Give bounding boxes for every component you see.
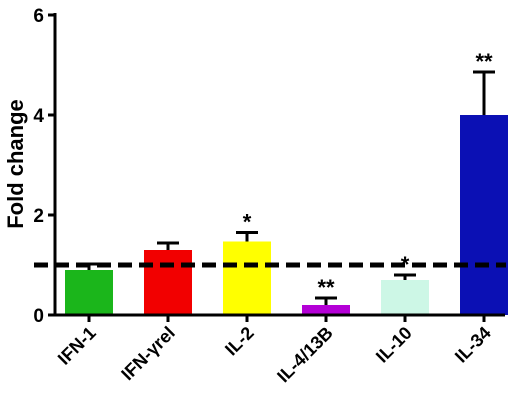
bar <box>144 250 192 315</box>
x-tick-labels: IFN-1 IFN-γrel IL-2 IL-4/13B IL-10 IL-34 <box>54 323 495 387</box>
x-tick-label: IL-2 <box>221 323 258 360</box>
y-ticks: 0 2 4 6 <box>33 6 55 327</box>
bar <box>302 305 350 315</box>
y-tick-label: 0 <box>33 306 44 327</box>
x-tick-label: IFN-1 <box>54 323 100 369</box>
bars-group <box>65 115 508 315</box>
significance-labels: ****** <box>243 49 493 300</box>
bar <box>65 270 113 315</box>
y-axis-title: Fold change <box>3 99 28 229</box>
significance-label: * <box>401 252 410 277</box>
error-bars-group <box>78 70 495 305</box>
bar <box>460 115 508 315</box>
y-tick-label: 6 <box>33 6 44 27</box>
significance-label: ** <box>475 49 493 74</box>
y-tick-label: 4 <box>33 106 44 127</box>
bar <box>381 280 429 315</box>
x-tick-label: IL-10 <box>372 323 416 367</box>
significance-label: ** <box>317 275 335 300</box>
x-tick-label: IL-4/13B <box>273 323 337 387</box>
x-tick-label: IL-34 <box>451 323 495 367</box>
bar <box>223 241 271 315</box>
x-tick-label: IFN-γrel <box>117 323 179 385</box>
significance-label: * <box>243 210 252 235</box>
y-tick-label: 2 <box>33 206 44 227</box>
x-ticks <box>87 315 486 322</box>
